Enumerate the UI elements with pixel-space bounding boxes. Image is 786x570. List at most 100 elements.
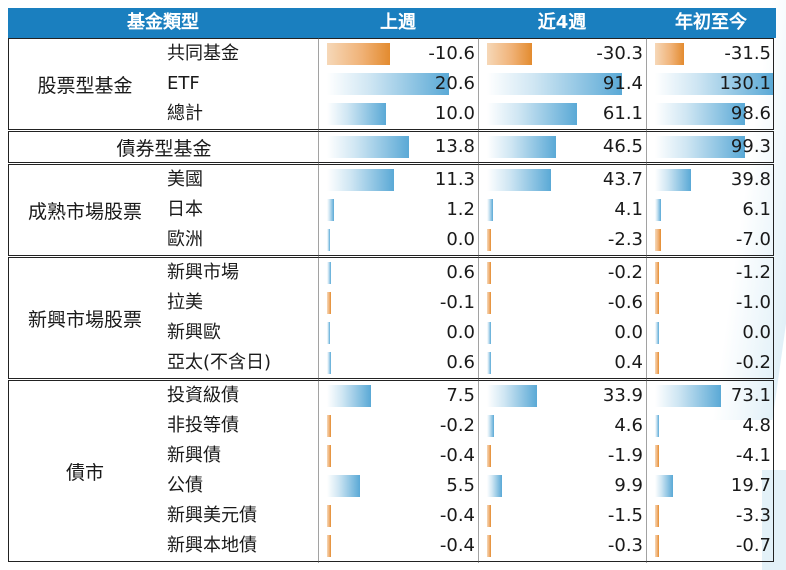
value-bar <box>487 169 551 191</box>
value-cell: 6.1 <box>647 195 775 225</box>
value-cell: 46.5 <box>479 132 647 162</box>
group-label: 新興市場股票 <box>27 308 142 331</box>
value-bar <box>655 322 659 344</box>
row-label: 非投等債 <box>167 415 239 436</box>
value-cell: -1.2 <box>647 258 775 288</box>
value-bar <box>655 475 673 497</box>
value-bar <box>487 445 491 467</box>
value-cell: 91.4 <box>479 69 647 99</box>
value-text: 4.1 <box>614 199 643 220</box>
column-divider <box>478 38 479 563</box>
value-bar <box>487 199 493 221</box>
row-label: ETF <box>167 73 200 94</box>
value-text: 4.6 <box>614 415 643 436</box>
header-last-4-weeks: 近4週 <box>537 12 587 33</box>
value-bar <box>655 262 659 284</box>
value-cell: 39.8 <box>647 165 775 195</box>
table-row: 共同基金 -10.6 -30.3 -31.5 <box>9 39 775 69</box>
row-label: 日本 <box>167 199 203 220</box>
value-text: 7.5 <box>446 385 475 406</box>
value-text: -2.3 <box>607 229 643 250</box>
value-bar <box>655 136 745 158</box>
value-cell: -0.2 <box>479 258 647 288</box>
value-text: 46.5 <box>602 136 643 157</box>
row-label: 拉美 <box>167 292 203 313</box>
value-text: 4.8 <box>742 415 771 436</box>
value-cell: 43.7 <box>479 165 647 195</box>
value-text: 43.7 <box>602 169 643 190</box>
value-text: 61.1 <box>602 103 643 124</box>
value-bar <box>327 505 331 527</box>
value-cell: 98.6 <box>647 99 775 129</box>
value-cell: -31.5 <box>647 39 775 69</box>
value-bar <box>487 262 491 284</box>
value-text: -0.6 <box>607 292 643 313</box>
value-cell: 9.9 <box>479 471 647 501</box>
row-label: 新興市場 <box>167 262 239 283</box>
value-cell: 7.5 <box>319 381 479 411</box>
value-bar <box>487 475 502 497</box>
value-text: 98.6 <box>730 103 771 124</box>
value-text: -7.0 <box>735 229 771 250</box>
value-bar <box>327 262 331 284</box>
value-bar <box>327 169 394 191</box>
value-bar <box>655 385 721 407</box>
value-bar <box>487 136 556 158</box>
value-cell: -7.0 <box>647 225 775 255</box>
value-text: 19.7 <box>730 475 771 496</box>
row-label: 投資級債 <box>167 385 239 406</box>
row-label: 公債 <box>167 475 203 496</box>
value-text: 13.8 <box>434 136 475 157</box>
table-row: 13.8 46.5 99.3 <box>9 132 775 162</box>
value-bar <box>487 352 491 374</box>
value-bar <box>327 229 330 251</box>
value-cell: 130.1 <box>647 69 775 99</box>
table-row: ETF 20.6 91.4 130.1 <box>9 69 775 99</box>
column-divider <box>318 38 319 563</box>
value-cell: 61.1 <box>479 99 647 129</box>
value-text: -10.6 <box>428 43 475 64</box>
value-text: -0.3 <box>607 535 643 556</box>
value-bar <box>487 73 622 95</box>
group-label: 債券型基金 <box>116 137 212 160</box>
value-bar <box>487 229 491 251</box>
value-bar <box>655 445 659 467</box>
value-bar <box>327 535 331 557</box>
value-cell: -30.3 <box>479 39 647 69</box>
fund-flow-table: 基金類型 上週 近4週 年初至今 股票型基金 共同基金 -10.6 -30.3 -31.… <box>8 8 776 563</box>
value-bar <box>655 43 684 65</box>
table-row: 總計 10.0 61.1 98.6 <box>9 99 775 129</box>
value-cell: -0.1 <box>319 288 479 318</box>
value-cell: 4.8 <box>647 411 775 441</box>
group-label: 股票型基金 <box>37 74 133 97</box>
value-text: -1.9 <box>607 445 643 466</box>
value-text: -0.2 <box>439 415 475 436</box>
value-bar <box>327 352 331 374</box>
group-block: 新興市場股票 新興市場 0.6 -0.2 -1.2 拉美 -0.1 -0.6 -1.0 新興歐 0.… <box>8 257 774 379</box>
value-bar <box>327 322 330 344</box>
value-bar <box>655 199 661 221</box>
row-label: 美國 <box>167 169 203 190</box>
value-bar <box>327 136 409 158</box>
value-bar <box>655 505 659 527</box>
row-label: 新興美元債 <box>167 505 257 526</box>
value-bar <box>655 415 659 437</box>
value-cell: 11.3 <box>319 165 479 195</box>
value-cell: -10.6 <box>319 39 479 69</box>
table-row: 美國 11.3 43.7 39.8 <box>9 165 775 195</box>
table-header: 基金類型 上週 近4週 年初至今 <box>8 8 776 38</box>
value-cell: 5.5 <box>319 471 479 501</box>
value-bar <box>327 445 331 467</box>
value-bar <box>487 505 491 527</box>
value-cell: -1.9 <box>479 441 647 471</box>
value-cell: 20.6 <box>319 69 479 99</box>
value-cell: -1.5 <box>479 501 647 531</box>
row-label: 新興歐 <box>167 322 221 343</box>
value-text: 39.8 <box>730 169 771 190</box>
group-label: 債市 <box>65 461 104 484</box>
value-text: 1.2 <box>446 199 475 220</box>
value-cell: -1.0 <box>647 288 775 318</box>
value-bar <box>487 103 577 125</box>
value-bar <box>487 43 532 65</box>
value-bar <box>655 229 661 251</box>
